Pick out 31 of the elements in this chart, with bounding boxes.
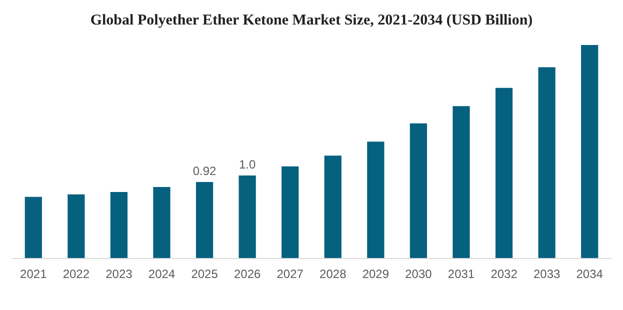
bar [110, 192, 128, 258]
x-tick-label: 2030 [405, 267, 432, 281]
x-tick-label: 2027 [276, 267, 304, 281]
bar [24, 196, 42, 258]
bar [581, 45, 598, 258]
chart-title: Global Polyether Ether Ketone Market Size, 2021-2034 (USD Billion) [90, 12, 533, 28]
x-tick-label: 2031 [448, 267, 475, 281]
x-tick-label: 2022 [62, 267, 90, 281]
x-tick-label: 2033 [533, 267, 560, 281]
x-tick-label: 2024 [148, 267, 176, 281]
x-tick-label: 2032 [490, 267, 518, 281]
x-tick-label: 2025 [191, 267, 218, 281]
data-label: 1.0 [238, 157, 256, 172]
x-tick-label: 2023 [106, 267, 133, 281]
bar [452, 106, 470, 258]
bar [538, 67, 556, 258]
bar [196, 182, 214, 258]
bar [324, 156, 342, 258]
x-tick-label: 2034 [576, 267, 604, 281]
x-tick-label: 2028 [320, 267, 347, 281]
bar [68, 194, 85, 258]
data-label: 0.92 [192, 164, 217, 178]
x-tick-label: 2021 [20, 267, 48, 281]
x-tick-label: 2029 [362, 267, 390, 281]
bar [410, 123, 428, 258]
bar [238, 175, 256, 258]
bar [282, 166, 299, 258]
x-tick-label: 2026 [234, 267, 261, 281]
bar [495, 88, 513, 258]
bar [153, 187, 170, 258]
bar [367, 142, 384, 258]
